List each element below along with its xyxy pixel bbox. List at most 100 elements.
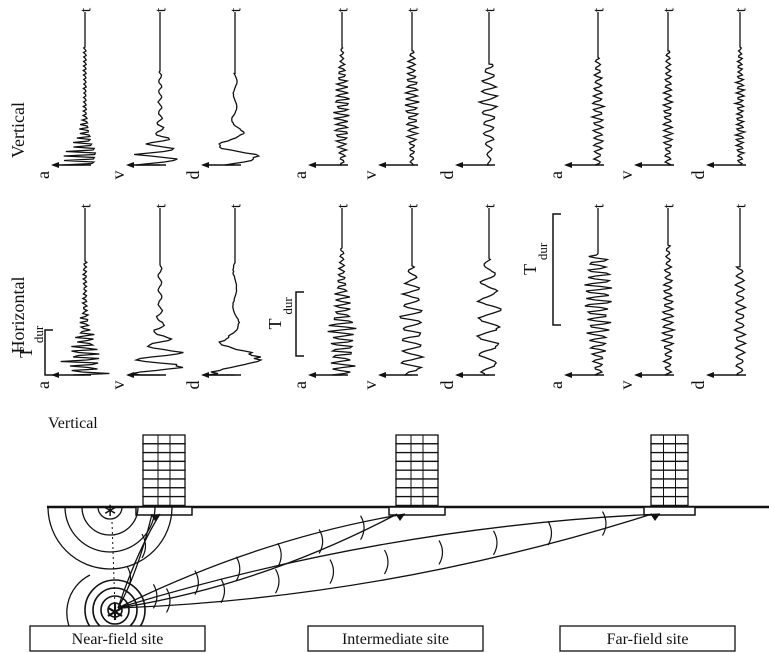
baseline-arrow xyxy=(455,162,463,168)
baseline-arrow xyxy=(126,162,134,168)
ray-arrow xyxy=(151,514,160,521)
building-floor xyxy=(396,461,438,470)
building-floor xyxy=(396,470,438,479)
trace-label: a xyxy=(33,381,53,389)
waveform xyxy=(333,12,349,165)
trace-label: v xyxy=(616,171,636,180)
waveform xyxy=(477,208,501,375)
trace-label: v xyxy=(108,171,128,180)
waveform xyxy=(61,208,110,375)
hypocenter-star: ∗ xyxy=(104,597,126,627)
time-label: t xyxy=(591,7,608,12)
duration-bracket xyxy=(296,292,304,356)
duration-label: T xyxy=(520,264,540,275)
ray xyxy=(118,514,397,608)
trace-label: v xyxy=(360,171,380,180)
time-label: t xyxy=(733,7,750,12)
trace-label: a xyxy=(546,381,566,389)
time-label: t xyxy=(405,203,422,208)
ray xyxy=(118,514,405,608)
ray-tick xyxy=(167,588,171,612)
time-label: t xyxy=(405,7,422,12)
row-label: Horizontal xyxy=(8,277,28,354)
baseline-arrow xyxy=(308,372,316,378)
building-floor xyxy=(396,479,438,488)
site-label: Far-field site xyxy=(607,631,689,648)
building-floor xyxy=(143,488,185,497)
duration-label-sub: dur xyxy=(535,242,550,260)
waveform xyxy=(663,12,672,165)
building-floor xyxy=(396,497,438,506)
building-floor xyxy=(651,444,688,453)
waveform xyxy=(62,12,95,165)
trace-label: v xyxy=(616,381,636,390)
ray-tick xyxy=(439,540,443,564)
time-label: t xyxy=(482,203,499,208)
ray-tick xyxy=(276,569,280,593)
ray-arrow xyxy=(396,514,405,521)
duration-label-sub: dur xyxy=(280,297,295,315)
trace-label: d xyxy=(688,171,708,180)
ray xyxy=(118,514,660,608)
trace-label: a xyxy=(290,381,310,389)
time-label: t xyxy=(661,7,678,12)
building-floor xyxy=(396,488,438,497)
duration-label: T xyxy=(16,347,36,358)
building-floor xyxy=(651,479,688,488)
building-floor xyxy=(143,479,185,488)
epicenter-star: ∗ xyxy=(102,500,117,521)
section-label: Vertical xyxy=(48,415,98,432)
baseline-arrow xyxy=(308,162,316,168)
time-label: t xyxy=(78,203,95,208)
building-floor xyxy=(143,470,185,479)
building-floor xyxy=(396,435,438,444)
trace-label: d xyxy=(183,171,203,180)
ray-arrow xyxy=(651,514,660,521)
trace-label: a xyxy=(546,171,566,179)
ray xyxy=(118,514,652,608)
duration-bracket xyxy=(45,330,53,375)
baseline-arrow xyxy=(634,372,642,378)
waveform xyxy=(400,208,423,375)
building-floor xyxy=(651,453,688,462)
trace-label: v xyxy=(360,381,380,390)
figure: Vertical Horizontal t a t v t d t a t v t d t a t v t d t a t v… xyxy=(0,0,769,653)
duration-label-sub: dur xyxy=(31,325,46,343)
time-label: t xyxy=(153,203,170,208)
building-floor xyxy=(143,497,185,506)
waveform xyxy=(735,208,746,375)
time-label: t xyxy=(335,7,352,12)
baseline-arrow xyxy=(378,162,386,168)
waveform xyxy=(592,12,604,165)
time-label: t xyxy=(591,203,608,208)
site-label: Near-field site xyxy=(72,631,164,648)
foundation xyxy=(389,507,445,515)
waveform xyxy=(735,12,745,165)
baseline-arrow xyxy=(455,372,463,378)
ray-tick xyxy=(330,560,334,584)
baseline-arrow xyxy=(634,162,642,168)
baseline-arrow xyxy=(706,372,714,378)
time-label: t xyxy=(733,203,750,208)
time-label: t xyxy=(153,7,170,12)
duration-label: T xyxy=(265,319,285,330)
baseline-arrow xyxy=(51,162,59,168)
ray-tick xyxy=(361,516,365,540)
ray-tick xyxy=(385,550,389,574)
building-floor xyxy=(143,461,185,470)
baseline-arrow xyxy=(378,372,386,378)
ray-tick xyxy=(494,531,498,555)
trace-label: d xyxy=(183,381,203,390)
time-label: t xyxy=(78,7,95,12)
trace-label: d xyxy=(437,171,457,180)
building-floor xyxy=(143,435,185,444)
waveform xyxy=(662,208,674,375)
ray-tick xyxy=(548,521,552,545)
trace-label: v xyxy=(108,381,128,390)
ray-tick xyxy=(236,557,240,581)
duration-bracket xyxy=(553,214,561,325)
ray-tick xyxy=(221,579,225,603)
waveform xyxy=(328,208,357,375)
building-floor xyxy=(651,435,688,444)
row-label: Vertical xyxy=(8,102,28,158)
